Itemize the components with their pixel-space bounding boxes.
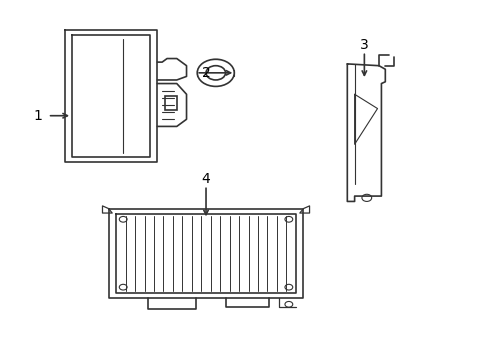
Text: 2: 2 <box>202 66 210 80</box>
Text: 4: 4 <box>202 172 210 186</box>
Bar <box>165 96 177 111</box>
Text: 1: 1 <box>33 109 42 123</box>
Text: 3: 3 <box>360 38 369 52</box>
